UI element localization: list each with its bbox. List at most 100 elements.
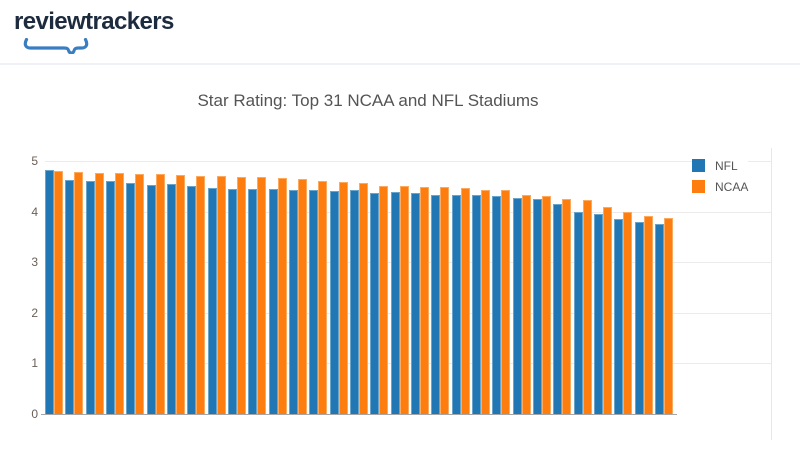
y-tick-label-5: 5 <box>31 154 38 168</box>
bar-ncaa-2[interactable] <box>74 171 84 414</box>
bar-nfl-16[interactable] <box>349 190 359 414</box>
bar-ncaa-3[interactable] <box>94 172 104 414</box>
bar-group-15 <box>329 161 350 414</box>
bar-ncaa-31[interactable] <box>663 218 673 414</box>
legend-item-ncaa[interactable]: NCAA <box>692 176 748 197</box>
bar-nfl-5[interactable] <box>126 182 136 414</box>
legend-item-nfl[interactable]: NFL <box>692 155 748 176</box>
y-tick-label-1: 1 <box>31 356 38 371</box>
bar-nfl-24[interactable] <box>512 198 522 414</box>
bar-ncaa-13[interactable] <box>297 178 307 414</box>
bar-nfl-28[interactable] <box>593 214 603 414</box>
gridline-5 <box>45 161 771 162</box>
bar-ncaa-30[interactable] <box>643 216 653 414</box>
bar-nfl-4[interactable] <box>105 180 115 414</box>
bar-nfl-17[interactable] <box>370 192 380 414</box>
bar-nfl-31[interactable] <box>654 224 664 414</box>
bar-ncaa-19[interactable] <box>419 186 429 414</box>
bar-ncaa-21[interactable] <box>460 187 470 414</box>
bar-ncaa-11[interactable] <box>257 177 267 414</box>
bar-ncaa-7[interactable] <box>175 175 185 414</box>
bar-ncaa-1[interactable] <box>54 171 64 414</box>
bar-nfl-3[interactable] <box>85 181 95 414</box>
y-tick-label-3: 3 <box>31 255 38 270</box>
bar-ncaa-24[interactable] <box>521 194 531 414</box>
bar-ncaa-28[interactable] <box>602 206 612 414</box>
bar-nfl-29[interactable] <box>614 218 624 414</box>
bar-group-27 <box>573 161 594 414</box>
chart-title: Star Rating: Top 31 NCAA and NFL Stadium… <box>197 91 539 110</box>
bar-ncaa-29[interactable] <box>623 212 633 414</box>
bar-group-12 <box>268 161 289 414</box>
bar-nfl-19[interactable] <box>410 193 420 414</box>
bar-group-29 <box>614 161 634 414</box>
bar-nfl-12[interactable] <box>268 189 278 414</box>
logo-text: reviewtrackers <box>14 8 174 35</box>
bar-ncaa-14[interactable] <box>318 180 328 414</box>
bar-ncaa-27[interactable] <box>582 199 592 414</box>
bar-nfl-26[interactable] <box>553 203 563 414</box>
bar-group-25 <box>532 161 553 414</box>
bar-nfl-22[interactable] <box>471 195 481 414</box>
bar-nfl-14[interactable] <box>309 189 319 414</box>
y-tick-label-4: 4 <box>31 204 38 219</box>
bar-nfl-21[interactable] <box>451 195 461 414</box>
bar-ncaa-8[interactable] <box>196 175 206 414</box>
bar-ncaa-10[interactable] <box>236 176 246 414</box>
legend-label: NFL <box>715 158 738 173</box>
bar-ncaa-20[interactable] <box>440 187 450 414</box>
bar-nfl-9[interactable] <box>207 188 217 414</box>
bar-group-6 <box>146 161 167 414</box>
bar-ncaa-5[interactable] <box>135 173 145 414</box>
bar-group-16 <box>349 161 370 414</box>
bar-group-10 <box>227 161 248 414</box>
bar-nfl-7[interactable] <box>166 184 176 414</box>
bar-ncaa-9[interactable] <box>216 176 226 414</box>
chart-legend: NFL NCAA <box>692 155 749 197</box>
bar-ncaa-17[interactable] <box>379 185 389 414</box>
bar-group-14 <box>309 161 329 414</box>
y-tick-label-2: 2 <box>31 305 38 320</box>
bar-group-20 <box>431 161 451 414</box>
bar-ncaa-18[interactable] <box>399 186 409 414</box>
bar-ncaa-16[interactable] <box>358 182 368 414</box>
bar-ncaa-6[interactable] <box>155 174 165 414</box>
bar-group-31 <box>654 161 675 414</box>
bar-ncaa-22[interactable] <box>480 190 490 414</box>
bar-nfl-15[interactable] <box>329 190 339 414</box>
bar-ncaa-4[interactable] <box>115 173 125 414</box>
bar-nfl-11[interactable] <box>248 189 258 414</box>
header-divider <box>0 63 800 65</box>
plot-right-border <box>771 148 772 440</box>
bar-group-19 <box>410 161 431 414</box>
legend-label: NCAA <box>715 179 749 194</box>
bar-ncaa-26[interactable] <box>562 198 572 414</box>
bar-nfl-27[interactable] <box>573 211 583 414</box>
bar-nfl-6[interactable] <box>146 185 156 414</box>
bar-group-21 <box>451 161 472 414</box>
bar-nfl-18[interactable] <box>390 192 400 414</box>
bar-nfl-1[interactable] <box>45 170 55 414</box>
bar-group-7 <box>166 161 187 414</box>
legend-swatch-ncaa <box>692 180 705 193</box>
bar-ncaa-15[interactable] <box>338 182 348 414</box>
x-axis-line <box>41 414 677 415</box>
bar-group-4 <box>105 161 126 414</box>
bar-nfl-2[interactable] <box>65 179 75 414</box>
bar-group-1 <box>45 161 65 414</box>
bar-nfl-20[interactable] <box>431 194 441 414</box>
reviewtrackers-logo[interactable]: reviewtrackers <box>14 8 174 54</box>
bar-group-2 <box>65 161 85 414</box>
bar-nfl-8[interactable] <box>187 186 197 414</box>
bar-nfl-30[interactable] <box>634 222 644 414</box>
bar-nfl-25[interactable] <box>532 199 542 414</box>
bar-group-3 <box>85 161 106 414</box>
bar-nfl-10[interactable] <box>227 188 237 414</box>
bar-plot-area <box>45 161 675 414</box>
bar-ncaa-25[interactable] <box>541 195 551 414</box>
bar-ncaa-23[interactable] <box>501 189 511 414</box>
legend-swatch-nfl <box>692 159 705 172</box>
bar-ncaa-12[interactable] <box>277 178 287 414</box>
bar-nfl-23[interactable] <box>492 196 502 414</box>
bar-nfl-13[interactable] <box>288 190 298 414</box>
